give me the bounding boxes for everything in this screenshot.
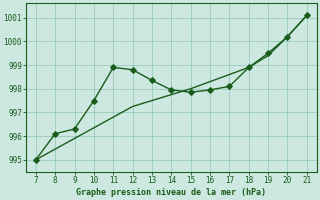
X-axis label: Graphe pression niveau de la mer (hPa): Graphe pression niveau de la mer (hPa) [76,188,266,197]
